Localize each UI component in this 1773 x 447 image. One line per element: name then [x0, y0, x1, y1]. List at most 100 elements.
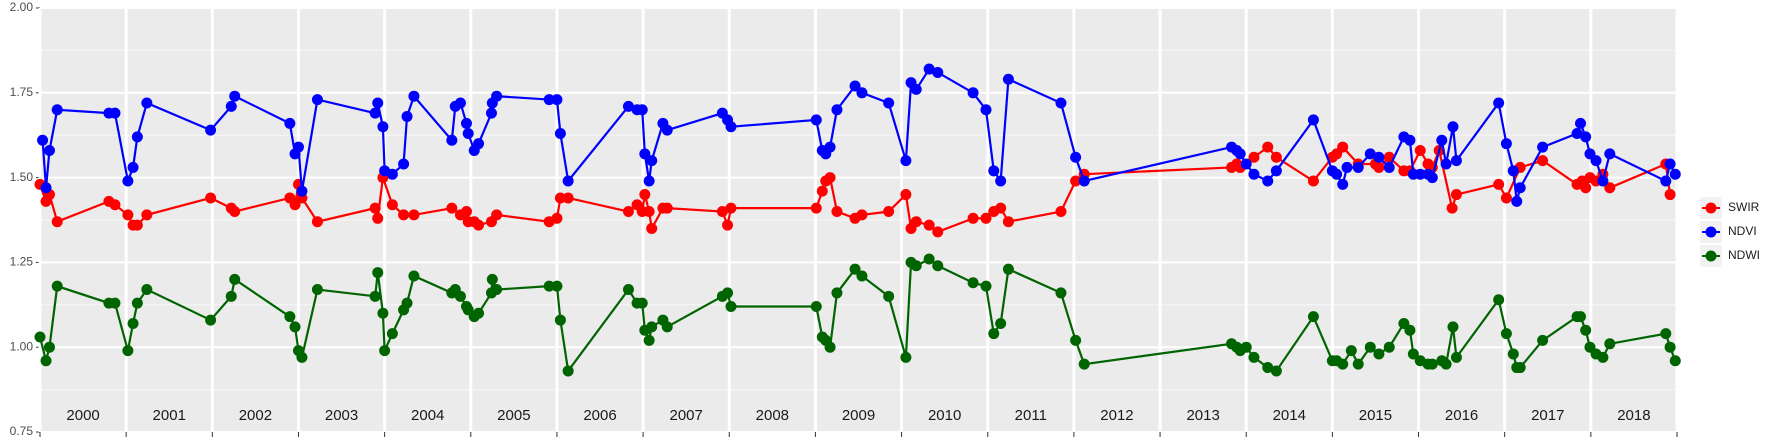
- data-point: [932, 226, 944, 238]
- data-point: [1240, 158, 1252, 170]
- data-point: [551, 212, 563, 224]
- data-point: [372, 97, 384, 109]
- data-point: [1669, 355, 1681, 367]
- data-point: [401, 297, 413, 309]
- data-point: [1597, 175, 1609, 187]
- data-point: [923, 63, 935, 75]
- data-point: [122, 209, 134, 221]
- data-point: [1364, 341, 1376, 353]
- data-point: [1070, 175, 1082, 187]
- data-point: [1262, 141, 1274, 153]
- data-point: [1270, 365, 1282, 377]
- data-point: [1426, 358, 1438, 370]
- data-point: [543, 94, 555, 106]
- data-point: [562, 192, 574, 204]
- data-point: [1436, 134, 1448, 146]
- data-point: [1575, 117, 1587, 129]
- data-point: [43, 341, 55, 353]
- year-label: 2013: [1186, 407, 1219, 424]
- data-point: [1507, 348, 1519, 360]
- data-point: [127, 317, 139, 329]
- legend-label: NDVI: [1728, 224, 1757, 238]
- data-point: [1331, 168, 1343, 180]
- data-point: [1580, 182, 1592, 194]
- data-point: [643, 334, 655, 346]
- data-point: [1604, 148, 1616, 160]
- data-point: [725, 300, 737, 312]
- data-point: [1270, 165, 1282, 177]
- data-point: [379, 345, 391, 357]
- data-point: [1352, 358, 1364, 370]
- year-label: 2015: [1359, 407, 1392, 424]
- data-point: [849, 80, 861, 92]
- data-point: [831, 104, 843, 116]
- year-label: 2008: [756, 407, 789, 424]
- year-label: 2010: [928, 407, 961, 424]
- data-point: [1240, 341, 1252, 353]
- data-point: [485, 107, 497, 119]
- data-point: [636, 297, 648, 309]
- year-label: 2009: [842, 407, 875, 424]
- data-point: [722, 287, 734, 299]
- data-point: [910, 83, 922, 95]
- data-point: [646, 155, 658, 167]
- data-point: [1537, 141, 1549, 153]
- data-point: [1002, 263, 1014, 275]
- data-point: [401, 111, 413, 123]
- y-tick-label: 0.75: [10, 424, 34, 438]
- year-label: 2005: [497, 407, 530, 424]
- data-point: [460, 117, 472, 129]
- year-label: 2002: [239, 407, 272, 424]
- data-point: [109, 199, 121, 211]
- data-point: [1414, 168, 1426, 180]
- data-point: [377, 121, 389, 133]
- data-point: [932, 66, 944, 78]
- data-point: [995, 317, 1007, 329]
- data-point: [51, 280, 63, 292]
- data-point: [1341, 161, 1353, 173]
- data-point: [1383, 341, 1395, 353]
- y-tick-label: 1.50: [10, 170, 34, 184]
- data-point: [824, 141, 836, 153]
- data-point: [856, 209, 868, 221]
- data-point: [446, 134, 458, 146]
- data-point: [856, 87, 868, 99]
- legend-marker: [1705, 250, 1717, 262]
- data-point: [1404, 134, 1416, 146]
- data-point: [636, 104, 648, 116]
- data-point: [1450, 155, 1462, 167]
- data-point: [225, 290, 237, 302]
- data-point: [127, 161, 139, 173]
- data-point: [831, 206, 843, 218]
- data-point: [1248, 168, 1260, 180]
- year-label: 2017: [1531, 407, 1564, 424]
- data-point: [988, 165, 1000, 177]
- data-point: [491, 90, 503, 102]
- data-point: [446, 202, 458, 214]
- data-point: [51, 104, 63, 116]
- data-point: [1055, 287, 1067, 299]
- data-point: [1660, 328, 1672, 340]
- data-point: [995, 202, 1007, 214]
- data-point: [122, 175, 134, 187]
- data-point: [296, 351, 308, 363]
- data-point: [229, 273, 241, 285]
- data-point: [1664, 158, 1676, 170]
- data-point: [622, 284, 634, 296]
- data-point: [311, 284, 323, 296]
- data-point: [1440, 158, 1452, 170]
- legend-marker: [1705, 226, 1717, 238]
- data-point: [639, 189, 651, 201]
- data-point: [131, 131, 143, 143]
- data-point: [967, 212, 979, 224]
- data-point: [1307, 175, 1319, 187]
- data-point: [562, 175, 574, 187]
- data-point: [386, 328, 398, 340]
- data-point: [1604, 338, 1616, 350]
- data-point: [1414, 144, 1426, 156]
- data-point: [296, 185, 308, 197]
- data-point: [967, 87, 979, 99]
- data-point: [1078, 358, 1090, 370]
- data-point: [824, 341, 836, 353]
